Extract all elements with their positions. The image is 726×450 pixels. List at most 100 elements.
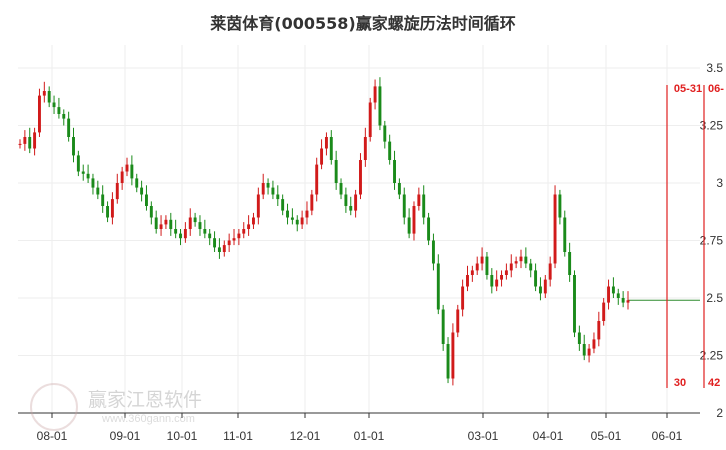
y-tick-label: 2.5 <box>706 291 723 305</box>
candle-body <box>592 339 596 349</box>
candle-body <box>485 256 489 275</box>
x-tick-label: 06-01 <box>652 429 683 443</box>
candle-body <box>616 293 620 298</box>
candle-body <box>286 210 289 218</box>
candle-body <box>509 263 513 271</box>
candle-body <box>397 183 401 195</box>
candle-body <box>524 256 528 264</box>
candle-body <box>271 187 275 195</box>
candle-body <box>310 194 314 211</box>
candle-body <box>363 137 367 160</box>
candle-body <box>276 194 280 200</box>
candle-body <box>558 194 562 218</box>
candle-body <box>373 86 377 103</box>
candle-body <box>417 194 421 206</box>
candle-body <box>607 286 611 303</box>
x-tick-label: 12-01 <box>290 429 321 443</box>
x-tick-label: 11-01 <box>223 429 253 443</box>
candle-body <box>383 125 387 142</box>
candle-body <box>597 321 601 340</box>
candle-body <box>402 194 406 218</box>
candle-body <box>247 224 251 229</box>
candle-body <box>28 137 32 149</box>
candle-body <box>573 275 576 333</box>
candle-body <box>101 194 105 206</box>
candle-body <box>543 279 547 294</box>
candle-body <box>427 217 431 241</box>
candle-body <box>295 219 299 225</box>
candle-body <box>193 217 197 223</box>
candle-body <box>140 187 144 195</box>
candle-body <box>106 206 110 218</box>
y-tick-label: 3.25 <box>700 119 724 133</box>
candle-body <box>154 217 158 229</box>
candle-body <box>329 137 333 160</box>
candle-body <box>436 263 440 310</box>
candle-body <box>451 332 455 379</box>
x-tick-label: 05-01 <box>591 429 622 443</box>
candle-body <box>334 160 338 183</box>
x-tick-label: 04-01 <box>533 429 564 443</box>
candle-body <box>534 270 538 287</box>
candle-body <box>519 256 523 262</box>
candle-body <box>222 245 226 252</box>
candle-body <box>393 160 396 183</box>
candle-body <box>320 148 324 165</box>
candle-body <box>23 137 27 144</box>
candle-body <box>529 263 533 271</box>
candle-body <box>188 217 192 229</box>
x-tick-label: 01-01 <box>354 429 385 443</box>
candle-body <box>490 275 494 287</box>
y-tick-label: 2.25 <box>700 349 724 363</box>
cycle-count-label: 42 <box>708 377 720 389</box>
candle-body <box>149 206 153 218</box>
candle-body <box>266 183 270 188</box>
candle-body <box>422 194 426 218</box>
watermark-name: 赢家江恩软件 <box>88 389 203 411</box>
candle-body <box>86 173 90 179</box>
candle-body <box>456 309 460 333</box>
candle-body <box>208 233 212 239</box>
candle-body <box>446 344 450 379</box>
candle-body <box>431 240 435 264</box>
y-tick-label: 3 <box>716 176 723 190</box>
candle-body <box>470 270 474 275</box>
candle-body <box>504 270 508 275</box>
candle-body <box>125 164 129 172</box>
grid <box>18 45 700 414</box>
candle-body <box>568 252 572 275</box>
candle-body <box>621 298 625 303</box>
candle-body <box>18 143 22 145</box>
candle-body <box>203 229 207 234</box>
candle-body <box>120 171 124 183</box>
candle-body <box>344 194 348 206</box>
candle-body <box>359 160 362 195</box>
candle-body <box>164 219 168 225</box>
cycle-date-label: 06- <box>708 83 724 95</box>
y-axis-ticks: 3.5 3.25 3 2.75 2.5 2.25 2 <box>700 61 724 420</box>
candle-body <box>198 222 202 229</box>
cycle-markers: 05-31 30 06- 42 <box>666 83 724 389</box>
candle-body <box>587 348 591 356</box>
candle-body <box>466 275 469 287</box>
candle-body <box>183 229 187 239</box>
watermark-url: www.360gann.com <box>102 413 195 425</box>
y-tick-label: 2 <box>716 406 723 420</box>
candle-body <box>174 229 178 234</box>
candle-body <box>145 194 148 206</box>
candle-body <box>115 183 119 200</box>
cycle-date-label: 05-31 <box>674 83 702 95</box>
candle-body <box>232 238 236 241</box>
candle-body <box>538 286 542 294</box>
watermark: 赢家江恩软件 www.360gann.com <box>30 383 230 433</box>
candle-body <box>252 217 255 225</box>
candle-body <box>227 240 231 246</box>
candle-body <box>42 91 46 96</box>
candle-body <box>461 286 465 310</box>
candle-body <box>582 344 586 356</box>
candle-body <box>281 199 285 211</box>
candle-body <box>611 286 615 294</box>
axes <box>18 412 700 418</box>
candle-body <box>91 178 95 188</box>
candle-body <box>47 91 51 103</box>
